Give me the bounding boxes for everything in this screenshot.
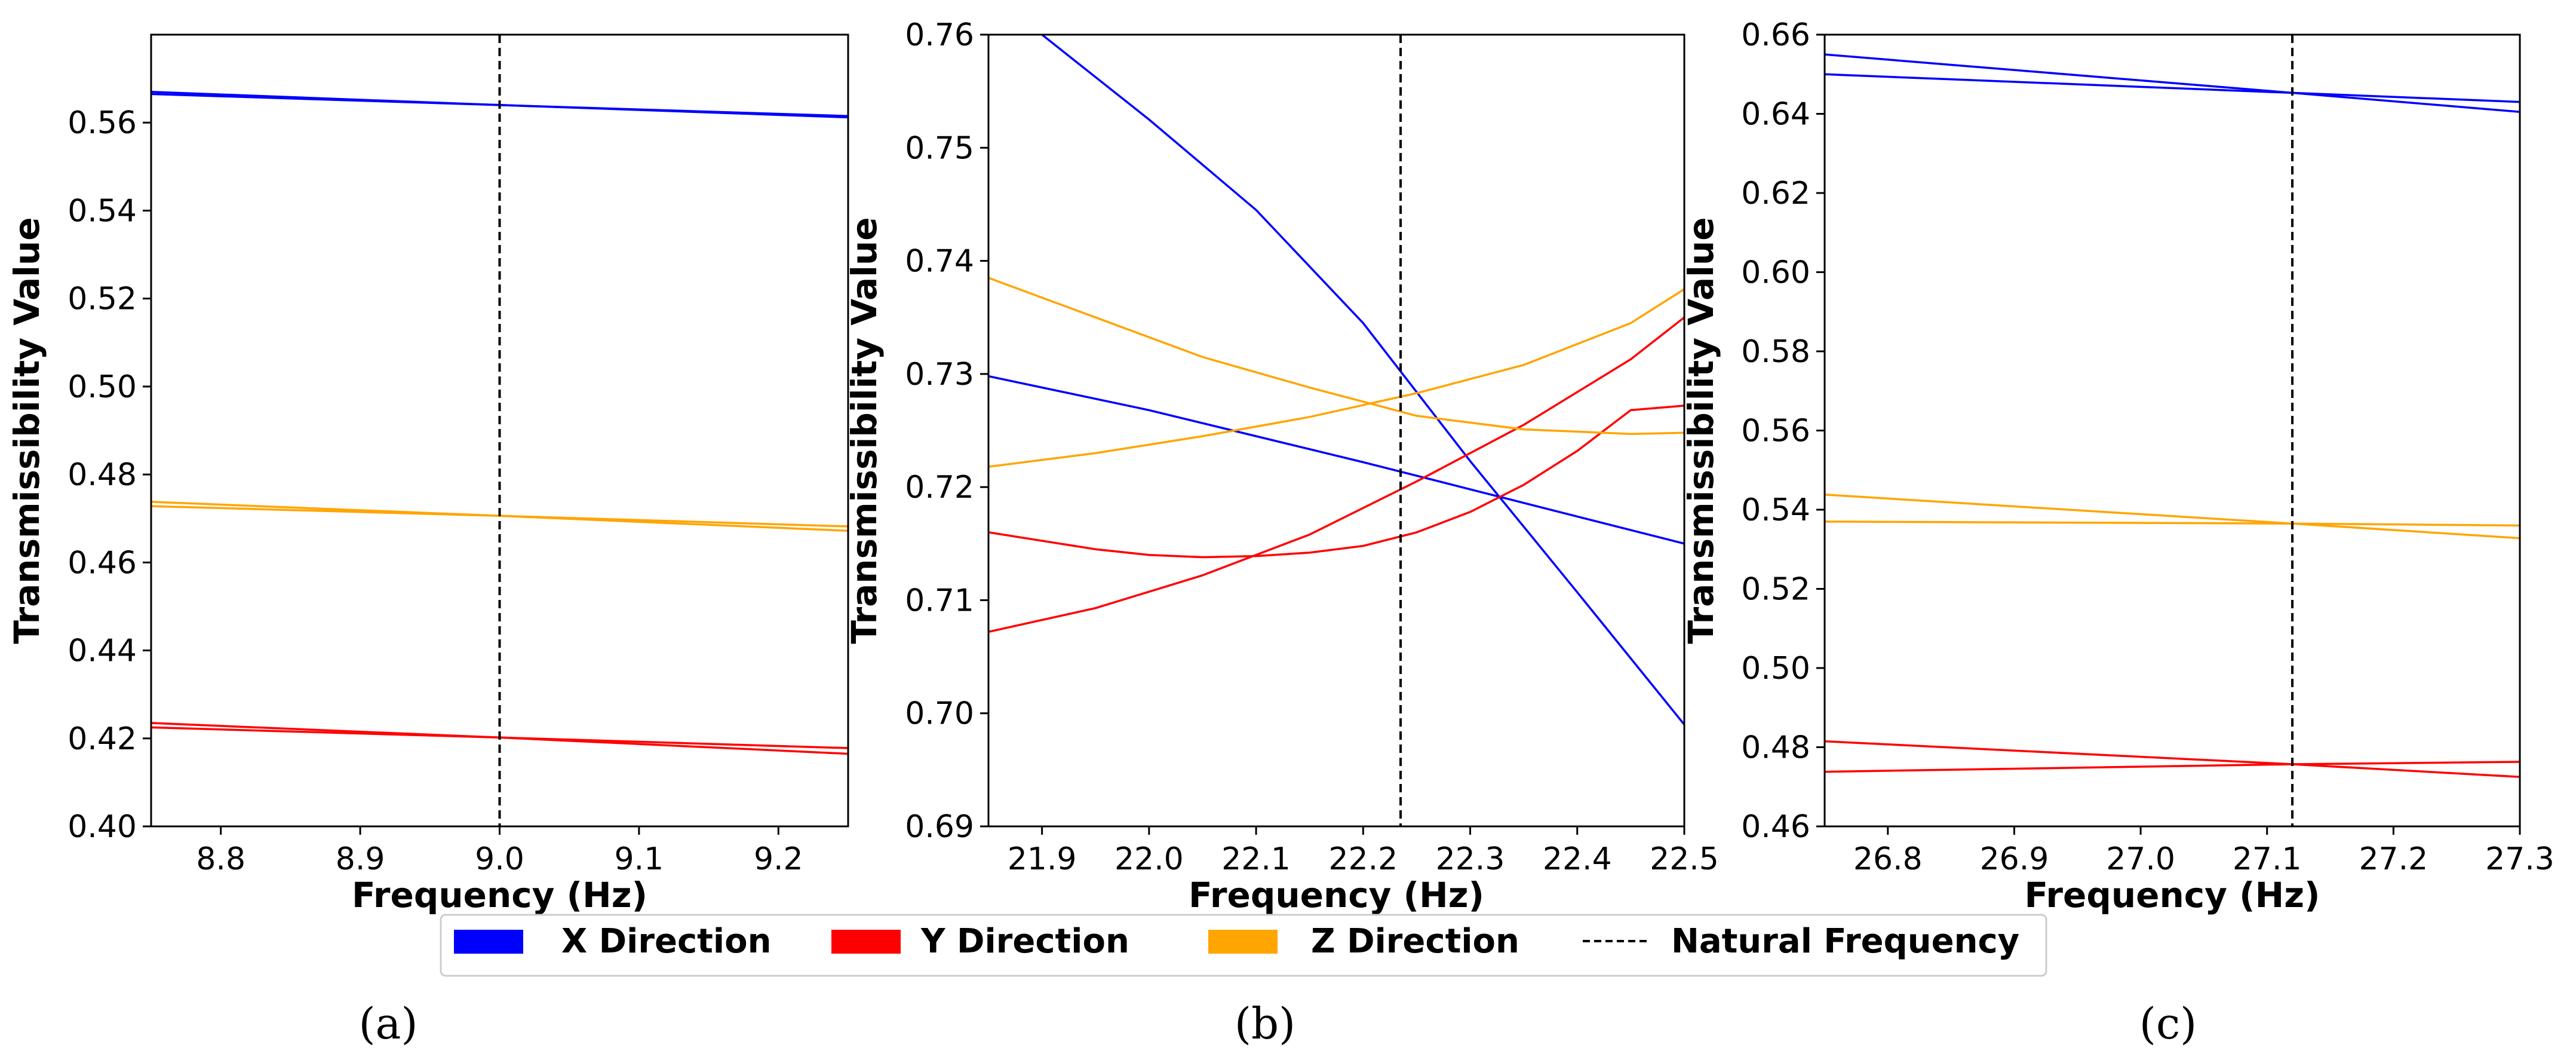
y-tick-label: 0.62: [1741, 176, 1810, 212]
y-tick-label: 0.48: [1741, 730, 1810, 766]
series-line-z-direction: [988, 277, 1684, 435]
legend-label: Z Direction: [1311, 922, 1519, 961]
x-tick-label: 22.5: [1650, 841, 1719, 877]
y-tick-label: 0.71: [905, 583, 974, 618]
chart-panel-3: 26.8 26.9 27.0 27.1 27.2 27.3 0.46 0.48 0.50 0.52…: [1681, 17, 2554, 1049]
x-tick-label: 9.2: [754, 841, 803, 877]
x-tick-label: 8.8: [196, 841, 245, 877]
series-lines: [988, 35, 1684, 726]
x-tick-label: 8.9: [336, 841, 385, 877]
y-axis-label: Transmissibility Value: [1681, 217, 1721, 644]
legend-z-direction-swatch: [1208, 930, 1278, 954]
x-tick-label: 22.1: [1221, 841, 1291, 877]
y-tick-label: 0.50: [67, 369, 137, 405]
legend-items: X Direction Y Direction Z Direction Natural…: [454, 922, 2019, 961]
legend-label: X Direction: [561, 922, 771, 961]
chart-panel-2: 21.9 22.0 22.1 22.2 22.3 22.4 22.5 0.69 0.70 0.71…: [844, 17, 1719, 1049]
x-tick-label: 22.4: [1543, 841, 1612, 877]
panel-label: (b): [1235, 998, 1295, 1049]
y-tick-label: 0.44: [67, 633, 137, 669]
x-axis-label: Frequency (Hz): [1189, 875, 1484, 915]
x-tick-label: 22.0: [1114, 841, 1184, 877]
y-tick-label: 0.69: [905, 809, 974, 845]
legend: X Direction Y Direction Z Direction Natural…: [440, 914, 2047, 977]
y-tick-label: 0.48: [67, 457, 137, 493]
axes-frame: [987, 33, 1685, 828]
series-line-y-direction: [988, 316, 1684, 633]
y-tick-label: 0.70: [905, 696, 974, 732]
series-line-x-direction: [988, 375, 1684, 545]
y-tick-label: 0.52: [1741, 572, 1810, 608]
x-tick-label: 26.9: [1980, 841, 2049, 877]
x-tick-label: 27.0: [2106, 841, 2175, 877]
legend-label: Natural Frequency: [1671, 922, 2019, 961]
y-tick-label: 0.46: [1741, 809, 1810, 845]
y-tick-label: 0.50: [1741, 651, 1810, 687]
y-tick-label: 0.54: [1741, 492, 1810, 528]
panel-label: (c): [2139, 998, 2197, 1049]
y-tick-label: 0.64: [1741, 97, 1810, 133]
y-tick-label: 0.52: [67, 281, 137, 317]
plot-area: [988, 35, 1684, 826]
x-tick-label: 21.9: [1008, 841, 1077, 877]
series-line-z-direction: [988, 288, 1684, 468]
x-axis-label: Frequency (Hz): [352, 875, 647, 915]
chart-panels: 8.8 8.9 9.0 9.1 9.2 0.40 0.42 0.44 0.46 0.48 0.50 0…: [7, 17, 2554, 1049]
y-tick-label: 0.73: [905, 357, 974, 393]
x-tick-label: 22.3: [1436, 841, 1505, 877]
x-tick-label: 9.0: [475, 841, 524, 877]
y-axis-label: Transmissibility Value: [844, 217, 885, 644]
y-tick-label: 0.60: [1741, 255, 1810, 291]
y-tick-label: 0.72: [905, 470, 974, 506]
y-tick-label: 0.66: [1741, 17, 1810, 53]
x-tick-label: 27.1: [2233, 841, 2302, 877]
y-tick-label: 0.46: [67, 545, 137, 581]
x-tick-label: 27.3: [2485, 841, 2554, 877]
y-tick-label: 0.58: [1741, 334, 1810, 370]
x-tick-label: 9.1: [615, 841, 664, 877]
y-tick-label: 0.56: [1741, 413, 1810, 449]
plot-area: [1825, 35, 2520, 826]
x-tick-label: 27.2: [2359, 841, 2428, 877]
y-tick-label: 0.40: [67, 809, 137, 845]
series-line-x-direction: [1040, 35, 1684, 726]
panel-label: (a): [358, 998, 417, 1049]
x-axis-label: Frequency (Hz): [2025, 875, 2320, 915]
y-tick-label: 0.56: [67, 105, 137, 141]
series-line-y-direction: [988, 405, 1684, 559]
legend-label: Y Direction: [920, 922, 1129, 961]
x-tick-label: 22.2: [1328, 841, 1398, 877]
legend-x-direction-swatch: [454, 930, 523, 954]
y-axis-label: Transmissibility Value: [7, 217, 47, 644]
x-tick-label: 26.8: [1853, 841, 1923, 877]
y-tick-label: 0.76: [905, 17, 974, 53]
y-tick-label: 0.74: [905, 244, 974, 280]
y-tick-label: 0.54: [67, 193, 137, 229]
legend-y-direction-swatch: [831, 930, 901, 954]
y-tick-label: 0.75: [905, 130, 974, 166]
chart-panel-1: 8.8 8.9 9.0 9.1 9.2 0.40 0.42 0.44 0.46 0.48 0.50 0…: [7, 33, 849, 1049]
y-tick-label: 0.42: [67, 721, 137, 757]
